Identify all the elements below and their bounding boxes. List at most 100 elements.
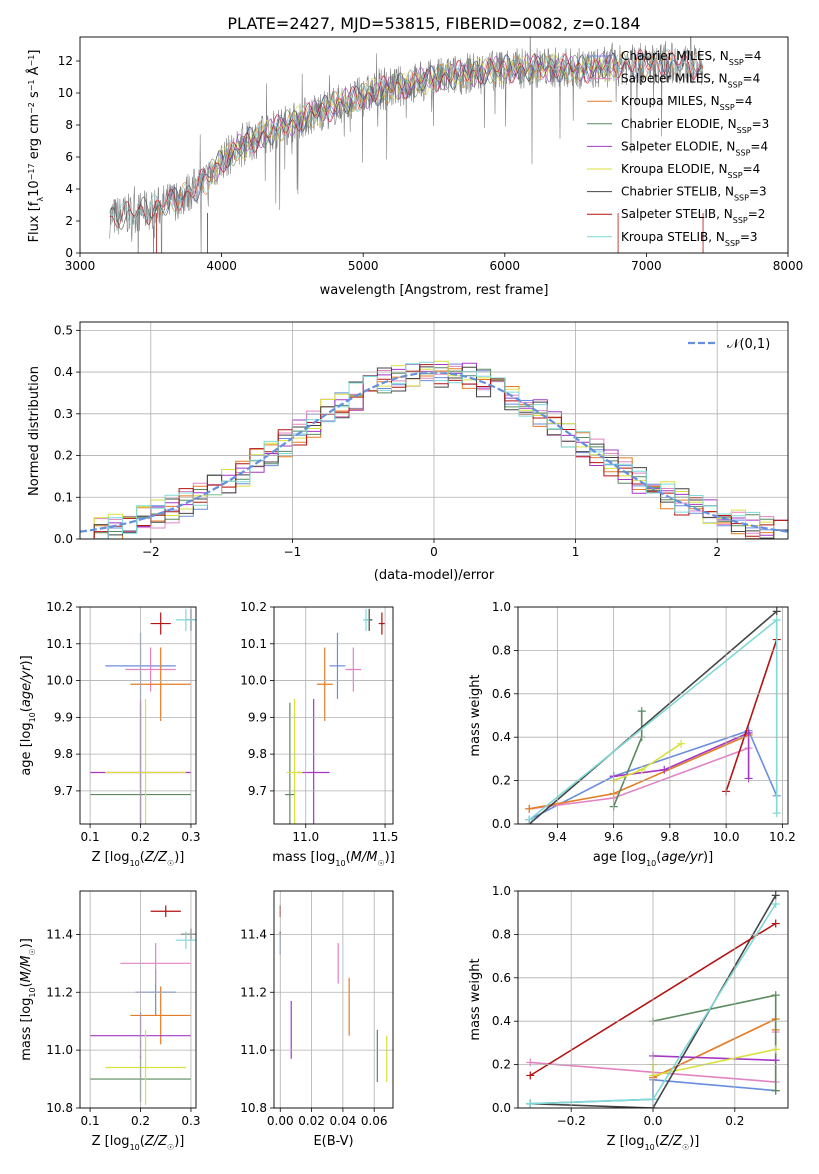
y-tick-label: 11.2: [46, 985, 73, 999]
y-tick-label: 9.7: [54, 784, 73, 798]
axes-frame: [273, 890, 394, 1109]
series-marker: [660, 765, 669, 774]
x-tick-label: 5000: [348, 259, 379, 273]
series-marker: [526, 1071, 535, 1080]
axes-mass_vs_Z: 0.1 0.2 0.3 10.8 11.0 11.2 11.4 Z [log10(Z/Z☉)]…: [19, 890, 201, 1152]
y-axis-label: mass weight: [468, 674, 483, 756]
axes-frame: [273, 606, 394, 825]
x-tick-label: 0: [430, 545, 438, 559]
x-axis-label: wavelength [Angstrom, rest frame]: [320, 283, 549, 298]
x-axis-label: age [log10(age/yr)]: [593, 850, 713, 868]
model-spectrum-salpeter-miles: [156, 49, 704, 213]
series-marker: [525, 804, 534, 813]
y-tick-label: 0.0: [54, 532, 73, 546]
y-tick-label: 0.4: [492, 1014, 511, 1028]
x-tick-label: 0.06: [361, 1114, 388, 1128]
legend-label: Chabrier STELIB, NSSP=3: [621, 185, 767, 203]
errorbar-chabrier-miles: [329, 632, 346, 699]
legend-label: Salpeter MILES, NSSP=4: [621, 72, 760, 90]
model-spectrum-chabrier-stelib: [109, 49, 703, 230]
errorbar-salpeter-stelib: [150, 905, 181, 918]
y-tick-label: 0.0: [492, 817, 511, 831]
x-tick-label: 11.0: [292, 830, 319, 844]
x-axis-label: Z [log10(Z/Z☉)]: [607, 1134, 700, 1152]
axes-spectrum: 3000 4000 5000 6000 7000 8000 0 2 4 6 8 10 12 wavelen…: [26, 36, 803, 298]
x-axis-label: (data-model)/error: [374, 568, 495, 583]
x-tick-label: 6000: [490, 259, 521, 273]
series-marker: [677, 739, 686, 748]
x-tick-label: 9.4: [548, 830, 567, 844]
series-chabrier-elodie: [609, 707, 646, 811]
model-spectrum-kroupa-stelib: [109, 48, 704, 226]
errorbar-salpeter-miles: [125, 647, 176, 692]
model-spectrum-salpeter-elodie: [207, 52, 618, 182]
figure-title: PLATE=2427, MJD=53815, FIBERID=0082, z=0…: [227, 14, 640, 33]
errorbar-kroupa-miles: [316, 647, 333, 722]
x-axis-label: mass [log10(M/M☉)]: [272, 850, 395, 868]
y-tick-label: 11.0: [240, 1043, 267, 1057]
series-marker: [637, 707, 646, 716]
y-tick-label: 9.9: [54, 710, 73, 724]
x-tick-label: 2: [713, 545, 721, 559]
series-marker: [525, 815, 534, 824]
x-axis-label: E(B-V): [313, 1134, 353, 1149]
y-axis-label: Flux [fλ10−17 erg cm−2 s−1 Å−1]: [26, 50, 45, 243]
series-line: [652, 1048, 776, 1077]
model-spectrum-salpeter-stelib: [109, 49, 704, 228]
y-tick-label: 0.0: [492, 1101, 511, 1115]
legend-label: Kroupa ELODIE, NSSP=4: [621, 162, 760, 180]
axes-frame: [79, 890, 197, 1109]
x-tick-label: 0.0: [643, 1114, 662, 1128]
series-chabrier-elodie: [649, 991, 780, 1095]
plot-area: [279, 905, 388, 1082]
x-tick-label: 1: [572, 545, 580, 559]
y-tick-label: 9.8: [54, 747, 73, 761]
series-line: [528, 618, 778, 821]
x-tick-label: 0.2: [131, 830, 150, 844]
y-tick-label: 0.6: [492, 971, 511, 985]
y-axis-label: Normed distribution: [27, 366, 42, 496]
plot-area: [90, 608, 196, 824]
series-marker: [772, 616, 781, 625]
series-marker: [771, 1086, 780, 1095]
y-tick-label: 1.0: [492, 884, 511, 898]
axes-frame: [79, 606, 197, 825]
y-tick-label: 10.0: [240, 674, 267, 688]
series-marker: [771, 1045, 780, 1054]
axes-weight_vs_Z: −0.2 0.0 0.2 0.0 0.2 0.4 0.6 0.8 1.0 Z [log10(Z/Z…: [468, 884, 789, 1152]
series-marker: [771, 891, 780, 900]
x-tick-label: 0.02: [298, 1114, 325, 1128]
series-line: [528, 610, 778, 824]
series-kroupa-stelib: [525, 616, 781, 824]
y-tick-label: 10.0: [46, 674, 73, 688]
plot-area: [90, 905, 196, 1106]
y-tick-label: 9.9: [248, 710, 267, 724]
series-chabrier-stelib: [525, 607, 781, 824]
y-tick-label: 0.2: [54, 449, 73, 463]
y-tick-label: 0: [65, 246, 73, 260]
x-axis-label: Z [log10(Z/Z☉)]: [92, 850, 185, 868]
y-tick-label: 11.4: [46, 927, 73, 941]
series-marker: [771, 900, 780, 909]
legend-label: 𝒩(0,1): [727, 337, 770, 352]
y-tick-label: 0.5: [54, 323, 73, 337]
y-tick-label: 10.2: [46, 600, 73, 614]
series-marker: [772, 809, 781, 818]
plot-area: [525, 607, 781, 824]
axes-weight_vs_age: 9.4 9.6 9.8 10.0 10.2 0.0 0.2 0.4 0.6 0.8 1.0 age […: [468, 600, 796, 868]
legend-label: Chabrier MILES, NSSP=4: [621, 49, 761, 67]
x-tick-label: 10.0: [713, 830, 740, 844]
x-tick-label: 7000: [631, 259, 662, 273]
legend-label: Salpeter STELIB, NSSP=2: [621, 207, 765, 225]
series-marker: [772, 607, 781, 616]
y-tick-label: 0.8: [492, 643, 511, 657]
errorbar-salpeter-stelib: [150, 612, 171, 635]
x-tick-label: −0.2: [557, 1114, 586, 1128]
axes-age_vs_mass: 11.0 11.5 9.7 9.8 9.9 10.0 10.1 10.2 mass [log10…: [240, 600, 398, 868]
series-marker: [526, 1099, 535, 1108]
legend-label: Salpeter ELODIE, NSSP=4: [621, 139, 768, 157]
axes-frame: [79, 321, 789, 540]
errorbar-salpeter-miles: [345, 647, 362, 692]
y-tick-label: 2: [65, 214, 73, 228]
series-line: [613, 731, 750, 779]
